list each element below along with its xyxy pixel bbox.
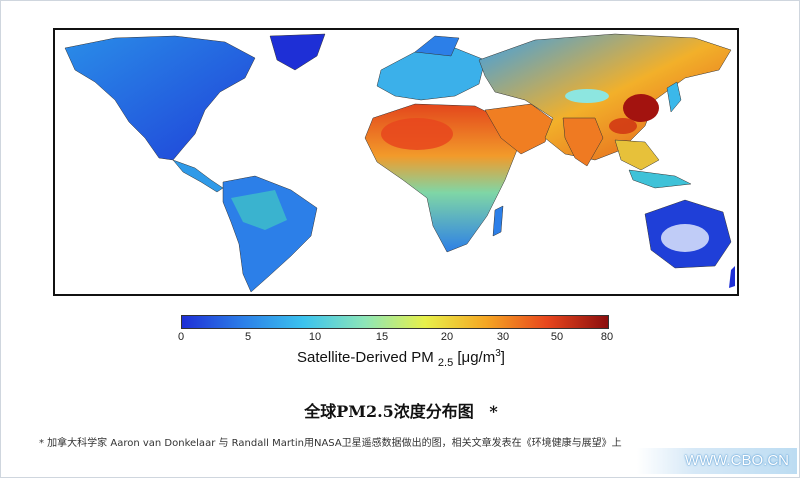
colorbar-tick: 30 bbox=[496, 331, 510, 343]
colorbar-tick: 10 bbox=[308, 331, 322, 343]
india bbox=[562, 117, 604, 167]
colorbar-title-unit: [μg/m bbox=[457, 349, 496, 366]
central-america bbox=[172, 159, 224, 193]
colorbar-tick: 20 bbox=[440, 331, 454, 343]
caption-star: * bbox=[489, 402, 498, 421]
figure-footnote: * 加拿大科学家 Aaron van Donkelaar 与 Randall M… bbox=[39, 438, 622, 449]
pm25-world-map bbox=[53, 28, 739, 296]
caption-title: 全球PM2.5浓度分布图 bbox=[304, 402, 474, 421]
pm25-colorbar bbox=[181, 315, 609, 329]
colorbar-title: Satellite-Derived PM 2.5 [μg/m3] bbox=[1, 348, 800, 369]
colorbar-tick: 0 bbox=[177, 331, 185, 343]
world-map-graphic bbox=[55, 30, 737, 294]
site-watermark: WWW.CBO.CN bbox=[637, 448, 797, 474]
greenland bbox=[269, 33, 326, 71]
colorbar-tick: 5 bbox=[244, 331, 252, 343]
colorbar-tick: 15 bbox=[375, 331, 389, 343]
colorbar-title-subscript: 2.5 bbox=[437, 357, 454, 369]
colorbar-tick: 50 bbox=[550, 331, 564, 343]
figure-caption: 全球PM2.5浓度分布图 * bbox=[1, 398, 800, 422]
colorbar-title-unit-exponent: 3 bbox=[495, 348, 501, 359]
colorbar-title-main: Satellite-Derived PM bbox=[297, 349, 434, 366]
colorbar-tick: 80 bbox=[600, 331, 614, 343]
colorbar-title-unit-close: ] bbox=[500, 349, 505, 366]
north-america bbox=[64, 35, 256, 161]
